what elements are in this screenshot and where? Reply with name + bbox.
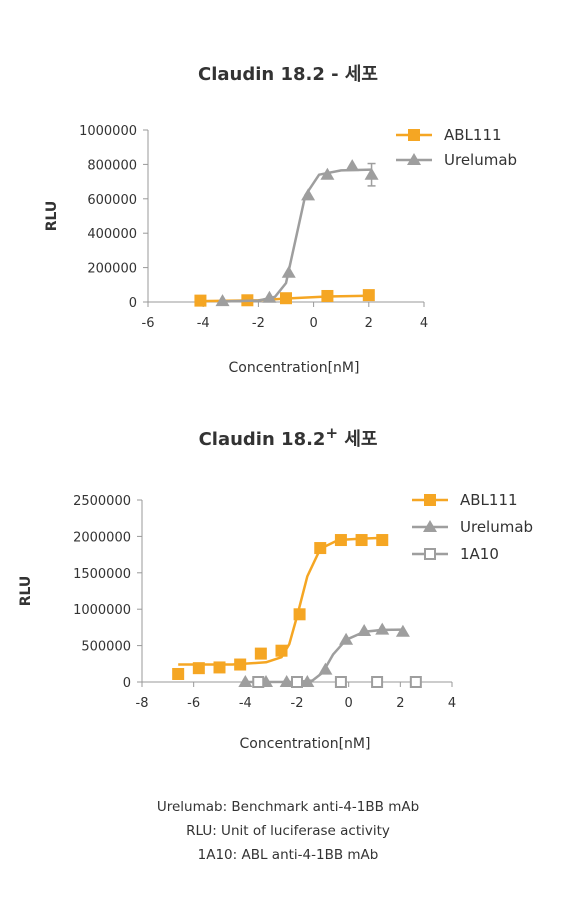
chart2-x-axis-label: Concentration[nM] bbox=[240, 736, 371, 752]
chart2-urelumab-point bbox=[395, 624, 410, 637]
chart2-legend-1a10-marker bbox=[424, 548, 436, 560]
chart1-urelumab-point bbox=[345, 159, 360, 172]
chart2-abl111-point bbox=[355, 534, 368, 547]
chart2-urelumab-point bbox=[357, 624, 372, 637]
chart1-y-tick-label: 0 bbox=[129, 296, 137, 311]
chart2-abl111-point bbox=[234, 658, 247, 671]
chart1-y-tick-label: 800000 bbox=[87, 158, 137, 173]
chart1-legend-urelumab-marker bbox=[407, 153, 421, 165]
chart2-svg: 0 500000 1000000 1500000 2000000 2500000 -8 -6 -… bbox=[18, 491, 533, 752]
chart1-x-axis-label: Concentration[nM] bbox=[229, 360, 360, 376]
chart1-urelumab-point bbox=[215, 294, 230, 307]
chart2-abl111-point bbox=[376, 534, 389, 547]
chart2-urelumab-point bbox=[375, 622, 390, 635]
chart1-legend-abl111-label: ABL111 bbox=[444, 126, 502, 144]
chart2-x-tick-label: -4 bbox=[239, 696, 252, 711]
chart2-abl111-point bbox=[172, 667, 185, 680]
chart1-urelumab-point bbox=[281, 265, 296, 278]
chart1-x-tick-label: -4 bbox=[197, 316, 210, 331]
chart2-legend-urelumab-label: Urelumab bbox=[460, 518, 533, 536]
chart2-abl111-point bbox=[334, 534, 347, 547]
chart2-abl111-point bbox=[275, 644, 288, 657]
chart2-y-tick-label: 2000000 bbox=[73, 530, 131, 545]
footnote-1a10: 1A10: ABL anti-4-1BB mAb bbox=[197, 847, 379, 863]
chart1-x-tick-label: 4 bbox=[420, 316, 428, 331]
chart1-y-tick-label: 200000 bbox=[87, 262, 137, 277]
chart2-urelumab-point bbox=[300, 675, 315, 687]
chart1-svg: 0 200000 400000 600000 800000 1000000 -6 -4 -2 0 2… bbox=[44, 124, 517, 376]
chart2-x-tick-label: -6 bbox=[187, 696, 200, 711]
chart2-y-tick-label: 0 bbox=[123, 676, 131, 691]
chart1-urelumab-point bbox=[262, 290, 277, 303]
chart2-title-suffix: 세포 bbox=[344, 429, 378, 450]
chart2-x-tick-label: 0 bbox=[345, 696, 353, 711]
chart1-title: Claudin 18.2 - 세포 bbox=[0, 60, 576, 86]
chart2-legend-1a10-label: 1A10 bbox=[460, 545, 499, 563]
footnote-rlu: RLU: Unit of luciferase activity bbox=[186, 823, 390, 839]
chart1-urelumab-point bbox=[320, 167, 335, 180]
chart2-y-tick-label: 500000 bbox=[81, 640, 131, 655]
chart1-y-tick-label: 600000 bbox=[87, 193, 137, 208]
chart2-1a10-point bbox=[334, 676, 347, 688]
chart2-1a10-point bbox=[252, 676, 265, 688]
chart2-1a10-point bbox=[291, 676, 303, 688]
chart2-legend-abl111-marker bbox=[424, 494, 436, 506]
chart1-abl111-point bbox=[321, 289, 334, 302]
chart1-y-tick-label: 1000000 bbox=[79, 124, 137, 139]
chart1-x-tick-label: -6 bbox=[142, 316, 155, 331]
chart2-urelumab-point bbox=[238, 675, 253, 687]
chart2-abl111-point bbox=[213, 661, 226, 674]
chart1-urelumab-point bbox=[301, 188, 316, 201]
chart1-title-text: Claudin 18.2 - 세포 bbox=[197, 64, 378, 85]
chart2-urelumab-point bbox=[318, 662, 333, 675]
footnotes: Urelumab: Benchmark anti-4-1BB mAb RLU: … bbox=[0, 795, 576, 867]
chart1-y-tick-label: 400000 bbox=[87, 227, 137, 242]
chart1-legend-abl111-marker bbox=[408, 129, 420, 141]
chart2-1a10-point bbox=[409, 676, 422, 688]
chart2-title-text: Claudin 18.2 bbox=[198, 429, 326, 450]
chart1-urelumab-point bbox=[364, 167, 379, 180]
chart2-urelumab-point bbox=[279, 675, 294, 687]
chart2-x-tick-label: 2 bbox=[396, 696, 404, 711]
chart2-urelumab-point bbox=[339, 632, 354, 645]
chart2-legend-abl111-label: ABL111 bbox=[460, 491, 518, 509]
chart2-title: Claudin 18.2+ 세포 bbox=[0, 424, 576, 451]
chart1-abl111-point bbox=[280, 292, 292, 305]
chart2-y-tick-label: 2500000 bbox=[73, 494, 131, 509]
chart2-x-tick-label: -8 bbox=[136, 696, 149, 711]
chart2-y-tick-label: 1000000 bbox=[73, 603, 131, 618]
footnote-urelumab: Urelumab: Benchmark anti-4-1BB mAb bbox=[156, 799, 420, 815]
chart1-x-tick-label: 2 bbox=[365, 316, 373, 331]
chart2-x-tick-label: 4 bbox=[448, 696, 456, 711]
chart2-title-superscript: + bbox=[325, 424, 339, 442]
chart1-urelumab-fit-line bbox=[222, 168, 372, 303]
chart2-y-tick-label: 1500000 bbox=[73, 567, 131, 582]
chart2-abl111-point bbox=[254, 647, 267, 660]
chart1-abl111-point bbox=[362, 289, 375, 302]
chart2-abl111-point bbox=[293, 608, 306, 621]
chart1-y-axis-label: RLU bbox=[44, 201, 60, 232]
chart2-abl111-point bbox=[314, 542, 327, 555]
chart2-y-axis-label: RLU bbox=[18, 576, 34, 607]
chart1-x-tick-label: -2 bbox=[252, 316, 265, 331]
chart1-legend-urelumab-label: Urelumab bbox=[444, 151, 517, 169]
chart1-x-tick-label: 0 bbox=[309, 316, 317, 331]
chart2-x-tick-label: -2 bbox=[291, 696, 304, 711]
chart1-abl111-point bbox=[194, 294, 207, 307]
chart2-1a10-point bbox=[371, 676, 384, 688]
chart2-legend-urelumab-marker bbox=[423, 520, 437, 532]
chart2-abl111-point bbox=[192, 662, 205, 675]
